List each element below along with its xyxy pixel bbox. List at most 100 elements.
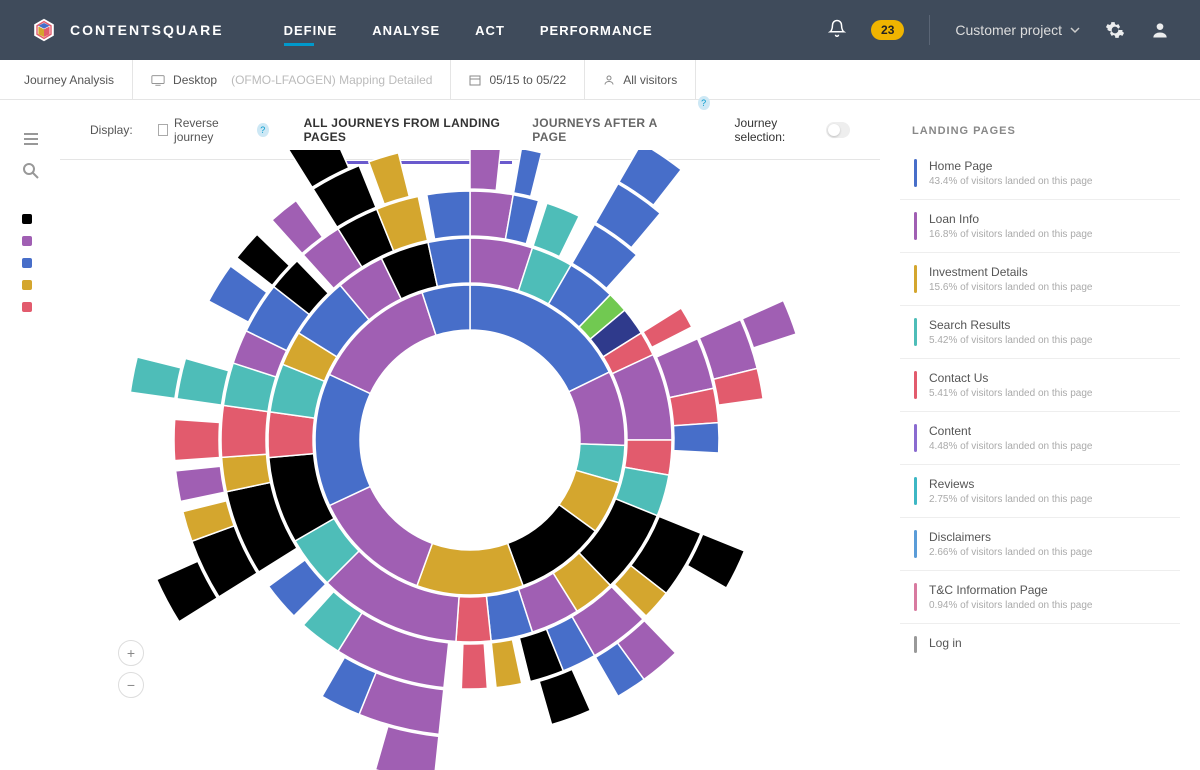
menu-icon[interactable] [22, 130, 40, 148]
legend [22, 214, 50, 312]
sunburst-segment[interactable] [427, 191, 470, 239]
landing-page-meta: 43.4% of visitors landed on this page [929, 176, 1170, 187]
landing-page-item[interactable]: Investment Details 15.6% of visitors land… [900, 253, 1180, 306]
landing-page-color-bar [914, 530, 917, 558]
legend-swatch[interactable] [22, 302, 32, 312]
legend-swatch[interactable] [22, 258, 32, 268]
main-area: Display: Reverse journey ? ALL JOURNEYS … [50, 100, 890, 747]
landing-page-meta: 2.66% of visitors landed on this page [929, 547, 1170, 558]
sunburst-chart[interactable] [100, 150, 860, 770]
landing-page-color-bar [914, 477, 917, 505]
brand-logo: CONTENTSQUARE [30, 16, 224, 44]
sunburst-segment[interactable] [369, 153, 410, 204]
landing-page-name: Investment Details [929, 265, 1170, 279]
date-range-filter[interactable]: 05/15 to 05/22 [451, 60, 585, 99]
landing-page-item[interactable]: Reviews2.75% of visitors landed on this … [900, 465, 1180, 518]
landing-page-item[interactable]: Contact Us5.41% of visitors landed on th… [900, 359, 1180, 412]
topbar-right: 23 Customer project [828, 15, 1170, 45]
account-button[interactable] [1150, 20, 1170, 40]
sunburst-segment[interactable] [514, 150, 542, 196]
landing-page-item[interactable]: Home Page 43.4% of visitors landed on thi… [900, 147, 1180, 200]
landing-page-name: Loan Info [929, 212, 1170, 226]
landing-page-meta: 15.6% of visitors landed on this page [929, 282, 1170, 293]
brand-name: CONTENTSQUARE [70, 22, 224, 38]
nav-act[interactable]: ACT [475, 3, 505, 58]
landing-page-name: Home Page [929, 159, 1170, 173]
top-bar: CONTENTSQUARE DEFINE ANALYSE ACT PERFORM… [0, 0, 1200, 60]
sunburst-segment[interactable] [221, 405, 268, 457]
landing-page-name: Reviews [929, 477, 1170, 491]
journey-selection: Journey selection: [735, 116, 850, 144]
canvas: Display: Reverse journey ? ALL JOURNEYS … [0, 100, 1200, 747]
zoom-in-button[interactable]: + [118, 640, 144, 666]
sunburst-segment[interactable] [491, 640, 521, 688]
nav-define[interactable]: DEFINE [284, 3, 338, 58]
landing-page-item[interactable]: Search Results 5.42% of visitors landed o… [900, 306, 1180, 359]
landing-pages-list: Home Page 43.4% of visitors landed on thi… [900, 147, 1180, 665]
landing-page-item[interactable]: Content4.48% of visitors landed on this … [900, 412, 1180, 465]
zoom-out-button[interactable]: − [118, 672, 144, 698]
bell-icon [828, 19, 846, 37]
landing-page-item[interactable]: Disclaimers 2.66% of visitors landed on t… [900, 518, 1180, 571]
sunburst-segment[interactable] [470, 150, 501, 190]
sunburst-segment[interactable] [742, 300, 796, 347]
page-title: Journey Analysis [20, 60, 133, 99]
left-toolbar [0, 100, 50, 747]
zoom-controls: + − [118, 640, 144, 698]
desktop-icon [151, 74, 165, 86]
panel-title: LANDING PAGES [912, 125, 1180, 137]
sunburst-segment[interactable] [174, 419, 220, 460]
notifications-button[interactable] [828, 19, 846, 42]
landing-page-color-bar [914, 159, 917, 187]
sunburst-segment[interactable] [268, 412, 315, 458]
sunburst-segment[interactable] [643, 308, 692, 347]
sunburst-segment[interactable] [177, 358, 229, 405]
landing-page-color-bar [914, 265, 917, 293]
landing-page-name: Disclaimers [929, 530, 1170, 544]
legend-swatch[interactable] [22, 214, 32, 224]
landing-page-item[interactable]: Log in [900, 624, 1180, 665]
landing-page-meta: 5.42% of visitors landed on this page [929, 335, 1170, 346]
checkbox-icon [158, 124, 168, 136]
sunburst-segment[interactable] [176, 466, 225, 501]
sunburst-segment[interactable] [674, 423, 719, 453]
sunburst-segment[interactable] [456, 596, 491, 642]
sunburst-segment[interactable] [130, 357, 181, 399]
reverse-journey-checkbox[interactable]: Reverse journey ? [158, 116, 269, 144]
logo-icon [30, 16, 58, 44]
device-filter[interactable]: Desktop (OFMO-LFAOGEN) Mapping Detailed [133, 60, 451, 99]
divider [929, 15, 930, 45]
display-label: Display: [90, 123, 133, 137]
journey-selection-toggle[interactable] [826, 122, 850, 138]
nav-analyse[interactable]: ANALYSE [372, 3, 440, 58]
notification-badge: 23 [871, 20, 904, 40]
landing-page-name: T&C Information Page [929, 583, 1170, 597]
legend-swatch[interactable] [22, 280, 32, 290]
search-icon[interactable] [22, 162, 40, 180]
landing-page-meta: 16.8% of visitors landed on this page [929, 229, 1170, 240]
nav-performance[interactable]: PERFORMANCE [540, 3, 653, 58]
sunburst-segment[interactable] [417, 543, 523, 595]
settings-button[interactable] [1105, 20, 1125, 40]
chevron-down-icon [1070, 25, 1080, 35]
landing-page-name: Search Results [929, 318, 1170, 332]
help-icon[interactable]: ? [257, 123, 269, 137]
landing-page-color-bar [914, 636, 917, 653]
landing-page-name: Contact Us [929, 371, 1170, 385]
segment-filter[interactable]: All visitors [585, 60, 696, 99]
landing-page-item[interactable]: T&C Information Page0.94% of visitors la… [900, 571, 1180, 624]
sunburst-segment[interactable] [461, 644, 487, 689]
main-nav: DEFINE ANALYSE ACT PERFORMANCE [284, 3, 653, 58]
landing-page-color-bar [914, 318, 917, 346]
legend-swatch[interactable] [22, 236, 32, 246]
landing-page-item[interactable]: Loan Info 16.8% of visitors landed on thi… [900, 200, 1180, 253]
person-icon [603, 74, 615, 86]
sunburst-segment[interactable] [315, 374, 370, 505]
project-selector-label: Customer project [955, 22, 1062, 38]
context-bar: Journey Analysis Desktop (OFMO-LFAOGEN) … [0, 60, 1200, 100]
project-selector[interactable]: Customer project [955, 22, 1080, 38]
landing-pages-panel: LANDING PAGES Home Page 43.4% of visitors… [890, 100, 1200, 747]
help-icon[interactable]: ? [698, 96, 710, 110]
sunburst-segment[interactable] [533, 203, 579, 256]
landing-page-color-bar [914, 371, 917, 399]
